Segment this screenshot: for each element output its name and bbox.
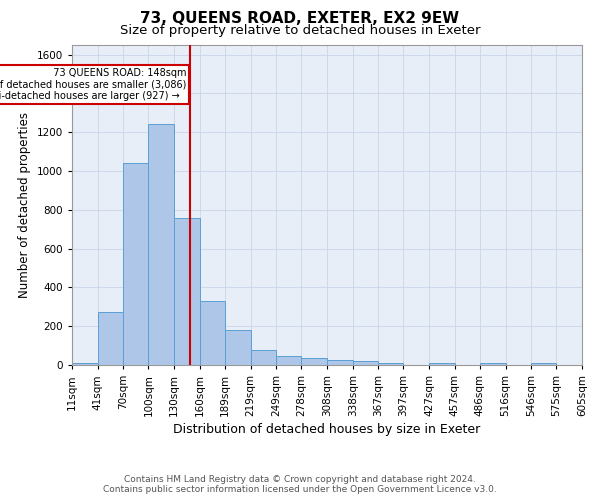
- Bar: [225, 330, 251, 365]
- Text: Size of property relative to detached houses in Exeter: Size of property relative to detached ho…: [120, 24, 480, 37]
- Bar: [174, 218, 200, 365]
- Bar: [122, 164, 148, 365]
- X-axis label: Distribution of detached houses by size in Exeter: Distribution of detached houses by size …: [173, 423, 481, 436]
- Bar: [429, 363, 455, 365]
- Bar: [251, 350, 277, 365]
- Text: 73 QUEENS ROAD: 148sqm
← 77% of detached houses are smaller (3,086)
23% of semi-: 73 QUEENS ROAD: 148sqm ← 77% of detached…: [0, 68, 186, 102]
- Bar: [377, 363, 403, 365]
- Bar: [327, 360, 353, 365]
- Text: 73, QUEENS ROAD, EXETER, EX2 9EW: 73, QUEENS ROAD, EXETER, EX2 9EW: [140, 11, 460, 26]
- Text: Contains HM Land Registry data © Crown copyright and database right 2024.
Contai: Contains HM Land Registry data © Crown c…: [103, 474, 497, 494]
- Y-axis label: Number of detached properties: Number of detached properties: [18, 112, 31, 298]
- Bar: [480, 362, 506, 365]
- Bar: [148, 124, 174, 365]
- Bar: [72, 363, 98, 365]
- Bar: [200, 301, 225, 365]
- Bar: [532, 362, 556, 365]
- Bar: [353, 360, 377, 365]
- Bar: [277, 356, 301, 365]
- Bar: [98, 312, 122, 365]
- Bar: [301, 358, 327, 365]
